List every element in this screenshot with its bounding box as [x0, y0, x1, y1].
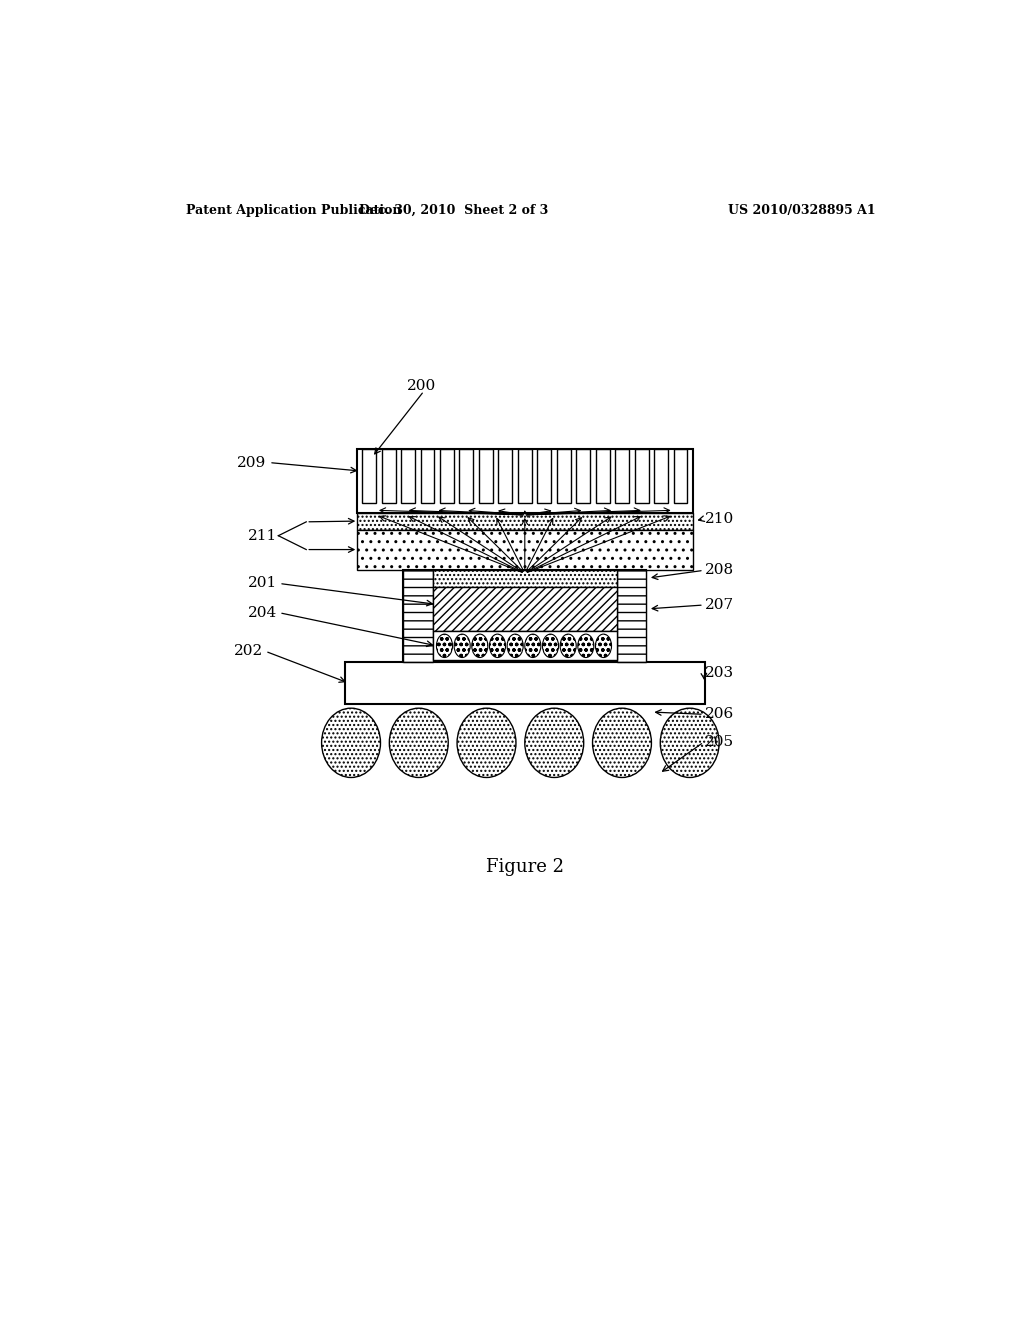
- Text: 209: 209: [237, 455, 266, 470]
- Bar: [432, 631, 617, 660]
- Bar: [635, 449, 648, 503]
- Bar: [479, 449, 493, 503]
- Ellipse shape: [560, 634, 577, 657]
- Bar: [518, 449, 531, 503]
- Bar: [557, 449, 570, 503]
- Bar: [356, 449, 693, 512]
- Ellipse shape: [525, 634, 541, 657]
- Ellipse shape: [593, 708, 651, 777]
- Bar: [403, 570, 646, 663]
- Text: Figure 2: Figure 2: [485, 858, 564, 875]
- Ellipse shape: [543, 634, 558, 657]
- Bar: [617, 570, 646, 663]
- Text: 203: 203: [706, 665, 734, 680]
- Ellipse shape: [578, 634, 594, 657]
- Ellipse shape: [489, 634, 506, 657]
- Ellipse shape: [507, 634, 523, 657]
- Ellipse shape: [457, 708, 516, 777]
- Ellipse shape: [596, 634, 611, 657]
- Ellipse shape: [660, 708, 719, 777]
- Bar: [577, 449, 590, 503]
- Ellipse shape: [524, 708, 584, 777]
- Bar: [499, 449, 512, 503]
- Bar: [345, 663, 705, 705]
- Bar: [538, 449, 551, 503]
- Text: Patent Application Publication: Patent Application Publication: [186, 205, 401, 218]
- Bar: [421, 449, 434, 503]
- Bar: [356, 529, 693, 570]
- Bar: [362, 449, 376, 503]
- Bar: [356, 512, 693, 529]
- Ellipse shape: [472, 634, 487, 657]
- Text: 200: 200: [407, 379, 436, 392]
- Bar: [654, 449, 668, 503]
- Text: 202: 202: [234, 644, 263, 659]
- Ellipse shape: [322, 708, 381, 777]
- Text: 207: 207: [706, 598, 734, 612]
- Bar: [403, 570, 432, 663]
- Text: 211: 211: [249, 529, 278, 543]
- Bar: [432, 586, 617, 631]
- Text: 210: 210: [706, 512, 734, 525]
- Bar: [674, 449, 687, 503]
- Text: 206: 206: [706, 708, 734, 721]
- Bar: [382, 449, 395, 503]
- Bar: [401, 449, 415, 503]
- Text: 201: 201: [249, 577, 278, 590]
- Text: Dec. 30, 2010  Sheet 2 of 3: Dec. 30, 2010 Sheet 2 of 3: [358, 205, 548, 218]
- Bar: [440, 449, 454, 503]
- Text: US 2010/0328895 A1: US 2010/0328895 A1: [728, 205, 877, 218]
- Text: 204: 204: [249, 606, 278, 619]
- Bar: [460, 449, 473, 503]
- Bar: [432, 570, 617, 586]
- Bar: [596, 449, 609, 503]
- Text: 205: 205: [706, 735, 734, 748]
- Ellipse shape: [454, 634, 470, 657]
- Bar: [615, 449, 629, 503]
- Text: 208: 208: [706, 564, 734, 577]
- Ellipse shape: [389, 708, 449, 777]
- Ellipse shape: [436, 634, 453, 657]
